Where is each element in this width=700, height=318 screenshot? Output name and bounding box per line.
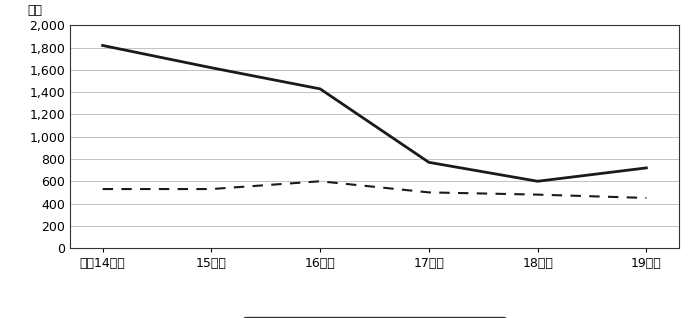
Legend: 不用額要因の剰余金, うち20目34目細不用額: 不用額要因の剰余金, うち20目34目細不用額 — [243, 317, 506, 318]
うち20目34目細不用額 — [425, 190, 433, 194]
うち20目34目細不用額 — [207, 187, 216, 191]
うち20目34目細不用額 — [533, 193, 542, 197]
Text: 億円: 億円 — [27, 3, 43, 17]
うち20目34目細不用額 — [316, 179, 324, 183]
Line: うち20目34目細不用額: うち20目34目細不用額 — [103, 181, 646, 198]
不用額要因の剰余金 — [207, 66, 216, 70]
不用額要因の剰余金 — [425, 160, 433, 164]
不用額要因の剰余金 — [316, 87, 324, 91]
不用額要因の剰余金 — [533, 179, 542, 183]
不用額要因の剰余金 — [99, 44, 107, 47]
うち20目34目細不用額 — [642, 196, 650, 200]
不用額要因の剰余金 — [642, 166, 650, 170]
Line: 不用額要因の剰余金: 不用額要因の剰余金 — [103, 45, 646, 181]
うち20目34目細不用額 — [99, 187, 107, 191]
